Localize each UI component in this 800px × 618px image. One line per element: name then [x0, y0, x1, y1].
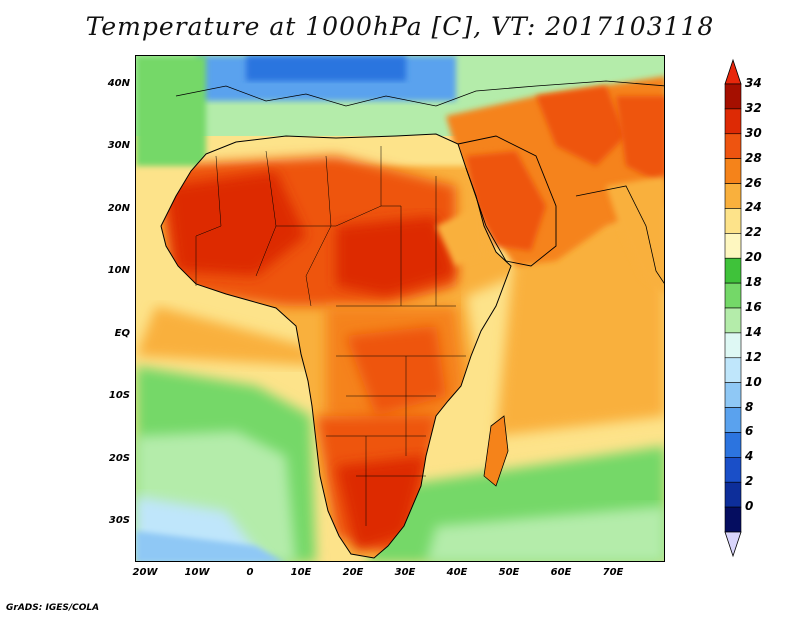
atlantic-north: [136, 56, 206, 166]
colorbar-cell-8: [724, 282, 742, 309]
india-coastline: [575, 185, 664, 284]
colorbar-label-20: 20: [745, 250, 762, 265]
colorbar-label-14: 14: [745, 324, 762, 339]
colorbar-label-12: 12: [745, 349, 762, 364]
lon-label-20e: 20E: [342, 567, 364, 578]
pakistan-hot: [616, 96, 664, 185]
madagascar: [483, 415, 509, 487]
europe-colder: [246, 56, 406, 81]
colorbar-label-2: 2: [745, 474, 754, 489]
lat-label-30n: 30N: [107, 140, 130, 151]
map-svg: [136, 56, 664, 561]
colorbar-cell-10: [724, 332, 742, 359]
colorbar-cell-15: [724, 457, 742, 483]
colorbar-label-24: 24: [745, 200, 762, 215]
arabia-coastline: [457, 135, 557, 267]
colorbar-cell-7: [724, 257, 742, 284]
colorbar-label-18: 18: [745, 275, 762, 290]
india: [606, 176, 664, 295]
lat-label-20s: 20S: [108, 453, 130, 464]
colorbar-label-4: 4: [745, 449, 754, 464]
colorbar-cell-5: [724, 208, 742, 234]
colorbar-label-16: 16: [745, 300, 762, 314]
africa-coastline: [160, 133, 512, 559]
lat-label-10s: 10S: [108, 390, 130, 401]
country-borders: [195, 146, 466, 526]
grads-credit: GrADS: IGES/COLA: [6, 603, 100, 613]
lon-label-10w: 10W: [184, 567, 210, 578]
lon-label-50e: 50E: [498, 567, 520, 578]
colorbar-cell-2: [724, 133, 742, 159]
lon-label-60e: 60E: [550, 567, 572, 578]
colorbar-label-26: 26: [745, 175, 762, 190]
colorbar-under-triangle: [724, 531, 742, 558]
lat-label-30s: 30S: [108, 515, 130, 526]
colorbar-label-0: 0: [745, 499, 754, 514]
colorbar-label-6: 6: [745, 424, 754, 439]
colorbar-cell-13: [724, 407, 742, 433]
lon-label-20w: 20W: [132, 567, 158, 578]
temperature-map[interactable]: [135, 55, 665, 562]
lon-label-70e: 70E: [602, 567, 624, 578]
colorbar-label-32: 32: [745, 100, 762, 115]
colorbar-cell-12: [724, 382, 742, 408]
indian-ocean-warm: [496, 206, 664, 436]
colorbar-cell-4: [724, 183, 742, 209]
colorbar-cell-6: [724, 233, 742, 259]
colorbar-label-8: 8: [745, 399, 754, 414]
europe-coastline: [175, 80, 664, 107]
nile-region: [436, 206, 486, 266]
colorbar-label-22: 22: [745, 225, 762, 240]
lat-label-eq: EQ: [114, 328, 130, 339]
colorbar-cell-9: [724, 307, 742, 334]
colorbar-cell-0: [724, 83, 742, 110]
congo-hot: [346, 326, 446, 416]
colorbar-label-28: 28: [745, 150, 762, 165]
lon-label-10e: 10E: [290, 567, 312, 578]
south-indian-pale: [426, 506, 664, 561]
colorbar-cell-1: [724, 108, 742, 135]
gulf-of-guinea: [136, 306, 316, 366]
lat-label-10n: 10N: [107, 265, 130, 276]
lat-label-40n: 40N: [107, 78, 130, 89]
colorbar-cell-11: [724, 357, 742, 383]
chad-sudan-hottest: [336, 216, 456, 296]
lon-label-30e: 30E: [394, 567, 416, 578]
colorbar-label-34: 34: [745, 76, 762, 90]
west-sahara-hottest: [166, 171, 306, 276]
map-title: Temperature at 1000hPa [C], VT: 20171031…: [85, 12, 715, 41]
colorbar-label-10: 10: [745, 374, 762, 389]
colorbar-cell-14: [724, 432, 742, 458]
iran-hot: [536, 86, 626, 166]
colorbar-cell-3: [724, 158, 742, 184]
colorbar-over-triangle: [724, 58, 742, 85]
south-atlantic-cold: [136, 531, 283, 561]
lon-label-0: 0: [246, 567, 254, 578]
colorbar: [724, 58, 742, 558]
lat-label-20n: 20N: [107, 203, 130, 214]
colorbar-label-30: 30: [745, 125, 762, 140]
colorbar-cell-16: [724, 481, 742, 508]
lon-label-40e: 40E: [446, 567, 468, 578]
colorbar-cell-17: [724, 506, 742, 533]
